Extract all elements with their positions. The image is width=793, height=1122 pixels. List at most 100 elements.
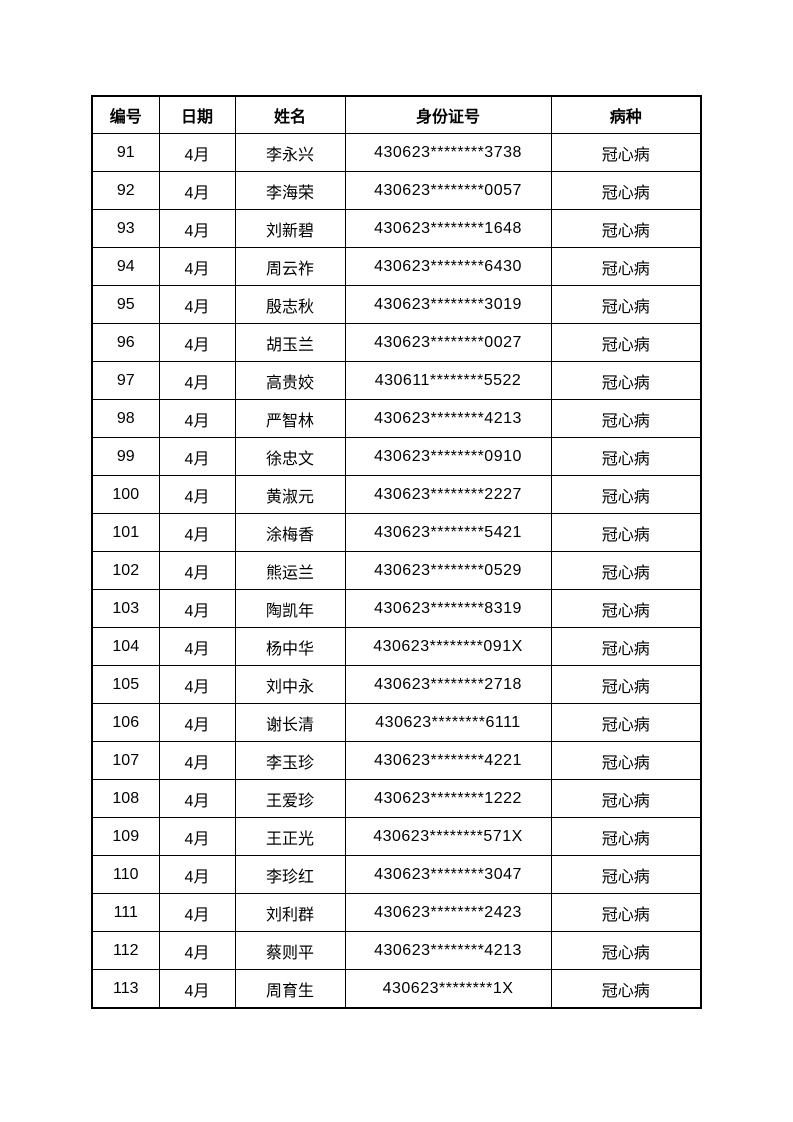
table-row: 94 4月 周云祚 430623********6430 冠心病 <box>91 247 702 286</box>
header-name: 姓名 <box>234 95 346 134</box>
cell-disease-type: 冠心病 <box>550 399 702 438</box>
cell-serial-number: 94 <box>91 247 160 286</box>
table-row: 97 4月 高贵姣 430611********5522 冠心病 <box>91 361 702 400</box>
table-row: 99 4月 徐忠文 430623********0910 冠心病 <box>91 437 702 476</box>
cell-date: 4月 <box>158 361 236 400</box>
table-row: 110 4月 李珍红 430623********3047 冠心病 <box>91 855 702 894</box>
cell-serial-number: 106 <box>91 703 160 742</box>
cell-id-number: 430623********571X <box>344 817 552 856</box>
cell-disease-type: 冠心病 <box>550 513 702 552</box>
header-disease-type: 病种 <box>550 95 702 134</box>
cell-serial-number: 92 <box>91 171 160 210</box>
cell-id-number: 430623********6430 <box>344 247 552 286</box>
cell-id-number: 430623********4221 <box>344 741 552 780</box>
cell-name: 熊运兰 <box>234 551 346 590</box>
table-row: 107 4月 李玉珍 430623********4221 冠心病 <box>91 741 702 780</box>
cell-id-number: 430623********4213 <box>344 931 552 970</box>
table-row: 93 4月 刘新碧 430623********1648 冠心病 <box>91 209 702 248</box>
cell-id-number: 430623********4213 <box>344 399 552 438</box>
cell-disease-type: 冠心病 <box>550 361 702 400</box>
cell-serial-number: 96 <box>91 323 160 362</box>
table-row: 91 4月 李永兴 430623********3738 冠心病 <box>91 133 702 172</box>
table-row: 109 4月 王正光 430623********571X 冠心病 <box>91 817 702 856</box>
cell-serial-number: 108 <box>91 779 160 818</box>
cell-id-number: 430623********6111 <box>344 703 552 742</box>
cell-id-number: 430623********0057 <box>344 171 552 210</box>
cell-disease-type: 冠心病 <box>550 931 702 970</box>
cell-disease-type: 冠心病 <box>550 475 702 514</box>
cell-serial-number: 93 <box>91 209 160 248</box>
cell-name: 蔡则平 <box>234 931 346 970</box>
cell-disease-type: 冠心病 <box>550 703 702 742</box>
cell-serial-number: 101 <box>91 513 160 552</box>
cell-disease-type: 冠心病 <box>550 893 702 932</box>
cell-serial-number: 102 <box>91 551 160 590</box>
table-row: 104 4月 杨中华 430623********091X 冠心病 <box>91 627 702 666</box>
cell-date: 4月 <box>158 969 236 1009</box>
table-row: 98 4月 严智林 430623********4213 冠心病 <box>91 399 702 438</box>
cell-disease-type: 冠心病 <box>550 285 702 324</box>
cell-date: 4月 <box>158 665 236 704</box>
cell-name: 徐忠文 <box>234 437 346 476</box>
cell-disease-type: 冠心病 <box>550 855 702 894</box>
cell-name: 刘新碧 <box>234 209 346 248</box>
cell-id-number: 430623********2718 <box>344 665 552 704</box>
table-row: 102 4月 熊运兰 430623********0529 冠心病 <box>91 551 702 590</box>
header-serial-number: 编号 <box>91 95 160 134</box>
cell-name: 王爱珍 <box>234 779 346 818</box>
cell-name: 高贵姣 <box>234 361 346 400</box>
cell-date: 4月 <box>158 513 236 552</box>
cell-name: 杨中华 <box>234 627 346 666</box>
header-id-number: 身份证号 <box>344 95 552 134</box>
cell-disease-type: 冠心病 <box>550 437 702 476</box>
cell-disease-type: 冠心病 <box>550 817 702 856</box>
table-row: 113 4月 周育生 430623********1X 冠心病 <box>91 969 702 1009</box>
cell-disease-type: 冠心病 <box>550 627 702 666</box>
cell-name: 刘利群 <box>234 893 346 932</box>
cell-disease-type: 冠心病 <box>550 741 702 780</box>
cell-date: 4月 <box>158 589 236 628</box>
cell-disease-type: 冠心病 <box>550 665 702 704</box>
cell-id-number: 430623********0910 <box>344 437 552 476</box>
table-header-row: 编号 日期 姓名 身份证号 病种 <box>91 95 702 134</box>
table-row: 103 4月 陶凯年 430623********8319 冠心病 <box>91 589 702 628</box>
cell-name: 刘中永 <box>234 665 346 704</box>
cell-date: 4月 <box>158 817 236 856</box>
table-row: 101 4月 涂梅香 430623********5421 冠心病 <box>91 513 702 552</box>
cell-id-number: 430623********091X <box>344 627 552 666</box>
cell-name: 周育生 <box>234 969 346 1009</box>
header-date: 日期 <box>158 95 236 134</box>
cell-date: 4月 <box>158 133 236 172</box>
cell-serial-number: 111 <box>91 893 160 932</box>
cell-serial-number: 112 <box>91 931 160 970</box>
cell-serial-number: 110 <box>91 855 160 894</box>
cell-name: 李珍红 <box>234 855 346 894</box>
cell-serial-number: 103 <box>91 589 160 628</box>
cell-id-number: 430623********0027 <box>344 323 552 362</box>
cell-date: 4月 <box>158 931 236 970</box>
table-row: 96 4月 胡玉兰 430623********0027 冠心病 <box>91 323 702 362</box>
cell-id-number: 430623********1648 <box>344 209 552 248</box>
cell-date: 4月 <box>158 209 236 248</box>
cell-date: 4月 <box>158 741 236 780</box>
cell-name: 涂梅香 <box>234 513 346 552</box>
cell-date: 4月 <box>158 627 236 666</box>
cell-serial-number: 98 <box>91 399 160 438</box>
cell-serial-number: 113 <box>91 969 160 1009</box>
cell-name: 谢长清 <box>234 703 346 742</box>
cell-id-number: 430623********3019 <box>344 285 552 324</box>
cell-disease-type: 冠心病 <box>550 779 702 818</box>
table-row: 108 4月 王爱珍 430623********1222 冠心病 <box>91 779 702 818</box>
cell-date: 4月 <box>158 703 236 742</box>
cell-serial-number: 95 <box>91 285 160 324</box>
cell-serial-number: 105 <box>91 665 160 704</box>
cell-date: 4月 <box>158 171 236 210</box>
cell-id-number: 430623********1X <box>344 969 552 1009</box>
cell-name: 王正光 <box>234 817 346 856</box>
patient-record-table: 编号 日期 姓名 身份证号 病种 91 4月 李永兴 430623********37… <box>91 95 702 1009</box>
cell-disease-type: 冠心病 <box>550 969 702 1009</box>
cell-disease-type: 冠心病 <box>550 171 702 210</box>
cell-date: 4月 <box>158 437 236 476</box>
cell-id-number: 430611********5522 <box>344 361 552 400</box>
